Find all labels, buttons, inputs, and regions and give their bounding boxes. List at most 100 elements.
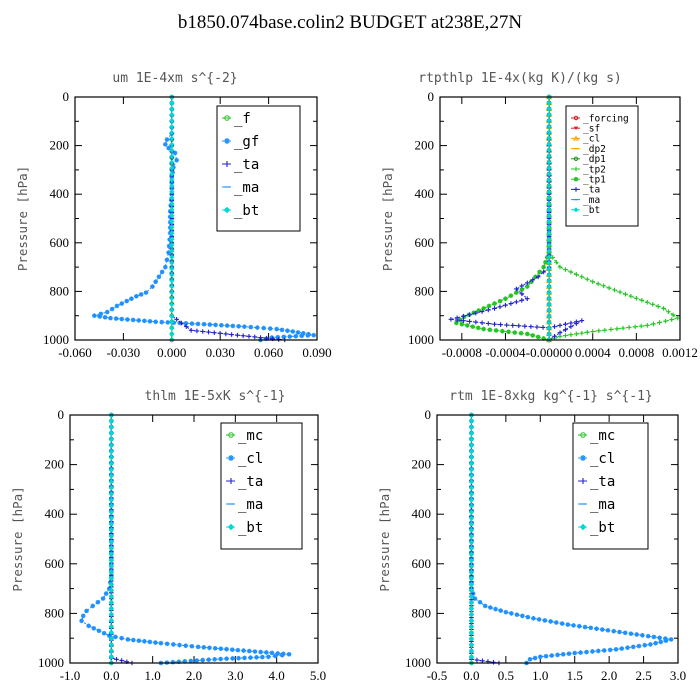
data-point [129, 296, 134, 301]
data-point [519, 298, 525, 303]
data-point [236, 655, 241, 661]
legend-symbol [226, 478, 235, 484]
legend-label: _ta [590, 474, 615, 490]
data-point [108, 436, 114, 442]
data-point [108, 533, 114, 539]
data-point [468, 509, 475, 515]
data-point [467, 312, 472, 317]
data-point [468, 654, 475, 660]
data-point [183, 320, 189, 326]
data-point [108, 624, 114, 630]
data-point [108, 563, 114, 569]
data-point [224, 646, 229, 652]
data-point [269, 650, 275, 656]
data-point [468, 581, 475, 588]
data-point [109, 306, 115, 312]
data-point [468, 430, 475, 436]
plot-frame [436, 414, 679, 664]
data-point [546, 272, 552, 278]
plot-frame [69, 414, 319, 664]
data-point [568, 332, 574, 338]
data-point [461, 314, 467, 320]
data-point [279, 652, 285, 658]
data-point [560, 652, 566, 657]
legend-marker [579, 523, 587, 531]
legend-symbol [578, 455, 587, 461]
data-point [666, 309, 671, 314]
data-point [108, 442, 114, 448]
data-point [473, 310, 479, 316]
data-point [272, 653, 278, 659]
data-point [655, 304, 661, 309]
data-point [506, 329, 511, 335]
legend-symbol [578, 432, 587, 438]
data-point [170, 659, 176, 665]
legend-label: _ta [583, 185, 600, 196]
data-point [108, 599, 114, 606]
panel-title: um 1E-4xm s^{-2} [112, 71, 237, 86]
data-point [108, 490, 114, 497]
data-point [102, 315, 108, 320]
data-point [644, 300, 650, 305]
x-tick-label: 2.0 [601, 668, 617, 683]
chart-panel-2: rtpthlp 1E-4x(kg K)/(kg s) Pressure [hPa]… [380, 71, 698, 360]
data-point [628, 293, 634, 299]
data-point [195, 321, 201, 327]
data-point [241, 648, 246, 653]
legend-symbol [571, 115, 580, 121]
data-point [468, 424, 475, 430]
data-point [108, 497, 114, 503]
data-point [108, 430, 114, 436]
data-point [246, 648, 252, 654]
data-point [590, 329, 596, 334]
data-point [468, 624, 475, 630]
legend-label: _f [234, 111, 251, 127]
data-point [459, 321, 465, 327]
x-tick-label: 0.0012 [662, 345, 698, 360]
data-point [468, 490, 475, 497]
data-point [125, 317, 130, 322]
legend-marker [573, 207, 579, 213]
data-point [174, 157, 179, 163]
data-point [166, 145, 171, 151]
data-point [663, 638, 669, 643]
data-point [584, 330, 590, 335]
data-point [108, 593, 114, 600]
legend-symbol [578, 523, 587, 531]
legend-box [565, 105, 639, 227]
legend-label: _ma [590, 497, 615, 513]
data-point [492, 301, 497, 306]
data-point [224, 323, 230, 328]
data-point [524, 296, 530, 301]
data-point [166, 243, 172, 249]
data-point [546, 123, 552, 130]
data-point [542, 618, 548, 623]
data-point [108, 418, 114, 424]
data-point [169, 212, 175, 219]
x-tick-label: 2.5 [635, 668, 651, 683]
legend-marker [228, 455, 234, 461]
data-point [546, 295, 552, 302]
legend-label: _cl [238, 451, 263, 467]
data-point [503, 296, 508, 301]
data-point [108, 569, 114, 575]
data-point [108, 424, 114, 430]
data-point [492, 321, 497, 327]
data-point [675, 315, 681, 321]
y-tick-label: 200 [412, 457, 432, 472]
legend: _f _gf _ta _ma _bt [216, 105, 301, 232]
data-point [153, 640, 158, 645]
legend-symbol [222, 138, 231, 144]
data-point [668, 637, 674, 642]
y-axis-label: Pressure [hPa] [10, 486, 25, 591]
data-point [169, 266, 175, 272]
data-point [522, 323, 528, 329]
data-point [279, 327, 285, 333]
data-point [260, 654, 265, 660]
data-point [300, 331, 306, 336]
legend-box [216, 105, 301, 232]
data-point [638, 323, 644, 329]
data-point [461, 313, 466, 319]
y-tick-label: 400 [50, 186, 70, 201]
data-point [468, 436, 475, 442]
